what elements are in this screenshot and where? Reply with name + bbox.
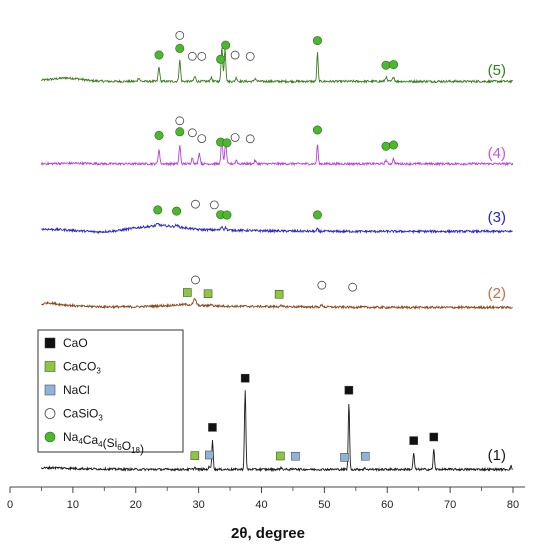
marker-na4ca4si6o18	[389, 140, 399, 150]
marker-cao	[344, 385, 354, 395]
marker-casio3	[197, 134, 207, 144]
marker-casio3	[348, 282, 358, 292]
marker-na4ca4si6o18	[381, 60, 391, 70]
marker-casio3	[191, 199, 200, 209]
marker-cao	[409, 436, 418, 445]
x-axis: 0 10 20 30 40 50 60 70 80	[7, 486, 525, 511]
marker-casio3	[191, 275, 200, 285]
marker-na4ca4si6o18	[154, 130, 164, 140]
x-tick-label: 0	[7, 499, 13, 511]
legend-label: CaO	[63, 336, 88, 350]
marker-caco3	[190, 451, 200, 460]
series-label-1: (5)	[488, 62, 506, 79]
marker-nacl	[205, 450, 214, 460]
marker-nacl	[360, 451, 370, 461]
x-ticks: 0 10 20 30 40 50 60 70 80	[7, 487, 519, 511]
marker-casio3	[317, 280, 327, 290]
x-tick-label: 60	[381, 499, 393, 511]
marker-na4ca4si6o18	[312, 210, 322, 220]
series-curve-4	[41, 298, 513, 311]
marker-na4ca4si6o18	[222, 138, 232, 148]
phase-markers	[153, 31, 439, 462]
marker-na4ca4si6o18	[175, 43, 185, 53]
marker-casio3	[197, 52, 207, 61]
marker-na4ca4si6o18	[221, 40, 231, 50]
legend-label: CaSiO3	[63, 407, 103, 423]
series-curve-5	[40, 390, 513, 473]
marker-cao	[208, 423, 217, 432]
marker-nacl	[291, 451, 300, 461]
marker-na4ca4si6o18	[389, 60, 399, 70]
legend-symbol	[44, 337, 56, 349]
curve-labels: (5) (4) (3) (2) (1)	[488, 62, 506, 464]
marker-nacl	[340, 453, 349, 462]
x-tick-label: 20	[130, 499, 142, 511]
legend-symbol	[44, 431, 56, 443]
legend-label: NaCl	[63, 383, 90, 397]
marker-cao	[240, 373, 250, 383]
legend-label: Na4Ca4(Si6O18)	[63, 430, 144, 456]
x-axis-label: 2θ, degree	[231, 525, 305, 542]
series-label-2: (4)	[488, 145, 506, 162]
marker-casio3	[175, 116, 185, 126]
marker-caco3	[183, 288, 192, 297]
marker-casio3	[245, 134, 255, 144]
marker-caco3	[274, 289, 284, 299]
marker-na4ca4si6o18	[153, 205, 163, 215]
marker-na4ca4si6o18	[312, 125, 322, 135]
series-curve-3	[41, 222, 513, 235]
legend-symbol	[44, 408, 56, 419]
marker-casio3	[187, 51, 197, 61]
marker-na4ca4si6o18	[175, 127, 185, 137]
marker-caco3	[203, 289, 213, 299]
legend-symbol	[44, 384, 56, 396]
marker-caco3	[276, 451, 285, 461]
marker-na4ca4si6o18	[222, 210, 232, 220]
series-curve-1	[41, 47, 514, 84]
series-label-5: (1)	[488, 447, 506, 464]
x-tick-label: 10	[67, 499, 79, 511]
marker-na4ca4si6o18	[381, 141, 391, 151]
marker-casio3	[245, 51, 255, 61]
marker-na4ca4si6o18	[154, 50, 164, 60]
marker-casio3	[187, 128, 197, 138]
x-tick-label: 30	[193, 499, 205, 511]
marker-casio3	[230, 133, 240, 142]
legend-label: CaCO3	[63, 360, 101, 376]
marker-na4ca4si6o18	[216, 54, 226, 64]
marker-na4ca4si6o18	[172, 206, 182, 216]
legend: CaO CaCO3 NaCl CaSiO3 Na4Ca4(Si6O18)	[37, 329, 184, 456]
x-tick-label: 50	[318, 499, 330, 511]
marker-casio3	[209, 200, 219, 210]
series-label-3: (3)	[488, 209, 506, 226]
x-tick-label: 40	[255, 499, 267, 511]
x-tick-label: 70	[444, 499, 456, 511]
legend-symbol	[44, 361, 56, 372]
legend-items: CaO CaCO3 NaCl CaSiO3 Na4Ca4(Si6O18)	[44, 336, 144, 456]
marker-casio3	[230, 50, 240, 60]
marker-cao	[429, 432, 439, 442]
series-label-4: (2)	[488, 285, 506, 302]
x-tick-label: 80	[507, 499, 519, 511]
legend-box	[37, 329, 184, 453]
series-curve-2	[40, 137, 514, 167]
marker-casio3	[175, 31, 185, 40]
marker-na4ca4si6o18	[312, 36, 322, 46]
diffraction-curves	[40, 47, 514, 473]
